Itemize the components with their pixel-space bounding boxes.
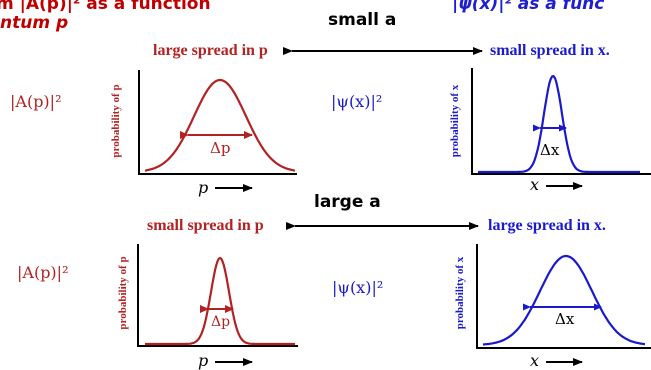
A-of-p-label-bottom: |A(p)|² [17, 263, 69, 282]
top-right-spread: small spread in x. [490, 42, 610, 59]
plot-top-left-axes [138, 70, 297, 175]
delta-x-top: Δx [540, 141, 560, 159]
plot-bottom-left-axes [137, 244, 298, 347]
delta-x-bottom: Δx [555, 310, 575, 328]
left-header-line2: ntum p [0, 13, 69, 33]
psi-of-x-label-bottom: |ψ(x)|² [332, 278, 384, 297]
gaussian-curve-bottom-left [145, 256, 295, 346]
gaussian-curve-bottom-right [482, 254, 646, 346]
delta-p-bottom: Δp [211, 314, 231, 330]
small-a-label: small a [328, 10, 397, 30]
axis-x-top: x [530, 175, 540, 194]
A-of-p-label-top: |A(p)|² [10, 92, 62, 111]
bottom-right-spread: large spread in x. [488, 217, 606, 234]
gaussian-curve-top-left [144, 78, 296, 172]
axis-x-bottom: x [530, 351, 540, 370]
top-left-spread: large spread in p [153, 42, 268, 59]
gaussian-curve-top-right [478, 75, 640, 174]
large-a-label: large a [314, 192, 381, 212]
axis-p-top: p [198, 178, 209, 197]
delta-p-top: Δp [210, 139, 231, 157]
psi-of-x-label-top: |ψ(x)|² [331, 92, 383, 111]
axis-p-bottom: p [198, 351, 209, 370]
left-header-line1: m |A(p)|² as a function [0, 0, 211, 14]
plot-top-right-axes [471, 68, 651, 175]
right-header: |ψ(x)|² as a func [452, 0, 605, 14]
plot-bottom-right-axes [476, 244, 651, 349]
bottom-left-spread: small spread in p [147, 217, 264, 234]
